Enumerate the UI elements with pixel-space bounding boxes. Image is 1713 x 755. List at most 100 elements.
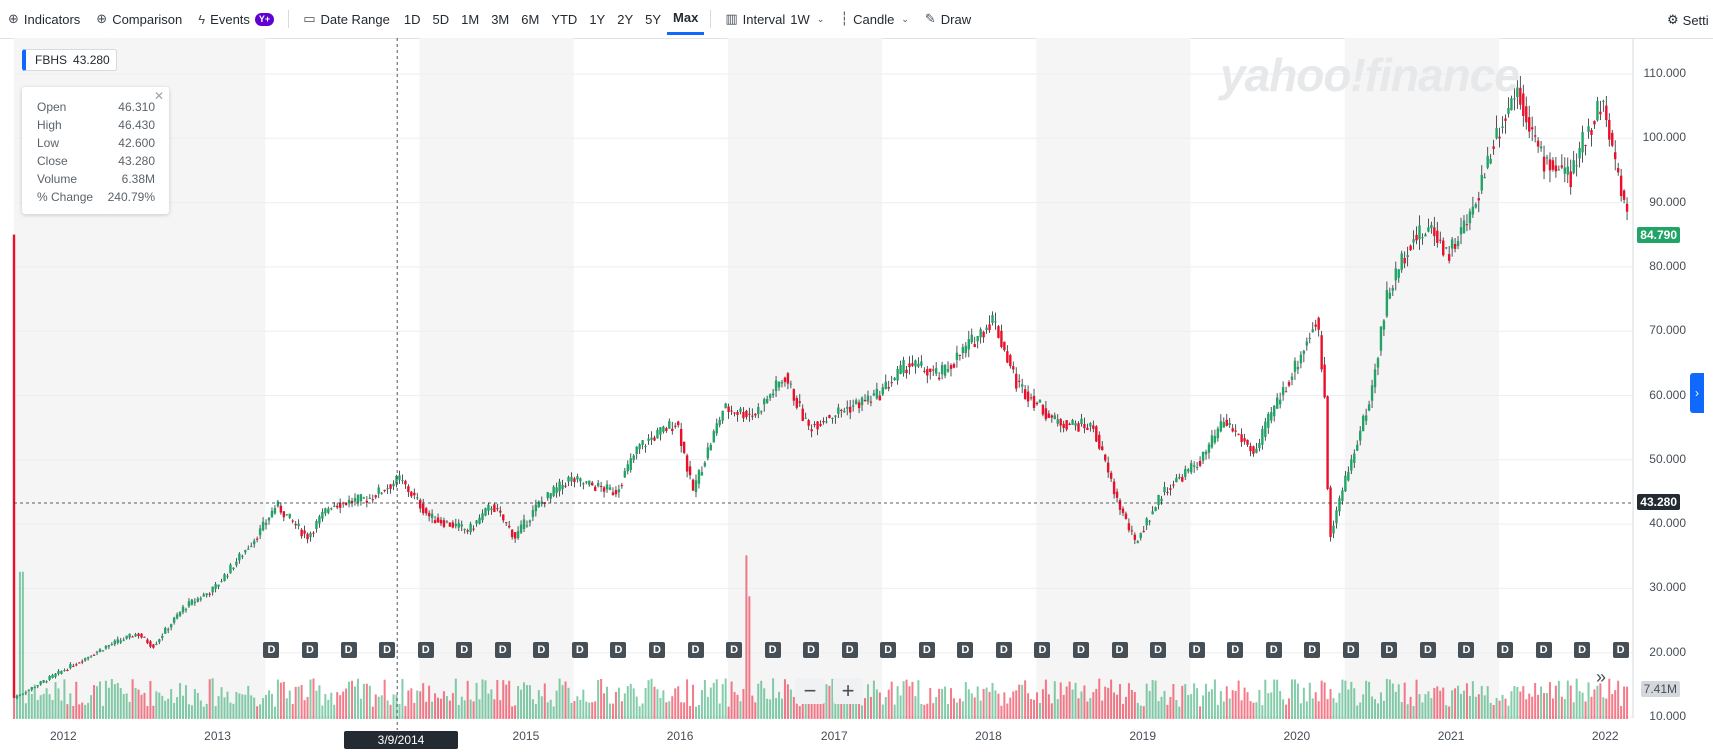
range-button-ytd[interactable]: YTD (551, 11, 578, 27)
volume-bar (1148, 690, 1151, 719)
dividend-marker[interactable]: D (880, 642, 897, 658)
dividend-marker[interactable]: D (533, 642, 550, 658)
volume-bar (270, 693, 273, 719)
volume-bar (265, 694, 268, 719)
crosshair-price-flag: 43.280 (1637, 494, 1680, 510)
dividend-marker[interactable]: D (764, 642, 781, 658)
dividend-marker[interactable]: D (1535, 642, 1552, 658)
volume-bar (1222, 701, 1225, 719)
dividend-marker[interactable]: D (1072, 642, 1089, 658)
dividend-marker[interactable]: D (803, 642, 820, 658)
dividend-marker[interactable]: D (648, 642, 665, 658)
range-button-6m[interactable]: 6M (521, 11, 540, 27)
dividend-marker[interactable]: D (1111, 642, 1128, 658)
settings-button[interactable]: ⚙ Setti (1667, 12, 1709, 28)
dividend-marker[interactable]: D (841, 642, 858, 658)
dividend-marker[interactable]: D (1034, 642, 1051, 658)
date-range-button[interactable]: ▭ Date Range (295, 0, 398, 38)
indicators-button[interactable]: ⊕ Indicators (0, 0, 88, 38)
volume-bar (1119, 684, 1122, 719)
candle-body (991, 314, 994, 323)
events-button[interactable]: ϟ Events Y+ (190, 0, 282, 38)
candle-body (1296, 366, 1300, 370)
candle-body (217, 584, 220, 587)
price-chart[interactable] (0, 38, 1713, 755)
volume-bar (1320, 680, 1323, 719)
dividend-marker[interactable]: D (687, 642, 704, 658)
close-icon[interactable]: ✕ (153, 89, 164, 103)
chart-type-button[interactable]: ┆ Candle ⌄ (832, 0, 917, 38)
volume-bar (1095, 688, 1098, 719)
dividend-marker[interactable]: D (726, 642, 743, 658)
comparison-button[interactable]: ⊕ Comparison (88, 0, 190, 38)
candle-body (540, 501, 544, 505)
dividend-marker[interactable]: D (1304, 642, 1321, 658)
candle-body (522, 519, 526, 529)
dividend-marker[interactable]: D (1497, 642, 1514, 658)
candle-body (1278, 399, 1282, 405)
dividend-marker[interactable]: D (494, 642, 511, 658)
dividend-marker[interactable]: D (1188, 642, 1205, 658)
range-button-max[interactable]: Max (667, 0, 705, 35)
dividend-marker[interactable]: D (918, 642, 935, 658)
candle-body (813, 424, 816, 426)
dividend-marker[interactable]: D (1150, 642, 1167, 658)
volume-bar (428, 685, 431, 719)
zoom-in-button[interactable]: + (833, 678, 863, 704)
expand-panel-tab[interactable]: › (1690, 373, 1704, 413)
range-button-1d[interactable]: 1D (403, 11, 421, 27)
y-tick-label: 90.000 (1649, 194, 1686, 209)
volume-bar (795, 703, 798, 719)
dividend-marker[interactable]: D (1419, 642, 1436, 658)
range-button-5y[interactable]: 5Y (645, 11, 662, 27)
dividend-marker[interactable]: D (1342, 642, 1359, 658)
volume-bar (69, 693, 72, 719)
volume-bar (1024, 680, 1027, 719)
range-button-3m[interactable]: 3M (491, 11, 510, 27)
candle-body (570, 476, 573, 482)
candle-body (596, 482, 600, 487)
dividend-marker[interactable]: D (1612, 642, 1629, 658)
candle-body (202, 594, 205, 597)
range-button-2y[interactable]: 2Y (617, 11, 634, 27)
dividend-marker[interactable]: D (1574, 642, 1591, 658)
dividend-marker[interactable]: D (263, 642, 280, 658)
dividend-marker[interactable]: D (957, 642, 974, 658)
dividend-marker[interactable]: D (1458, 642, 1475, 658)
dividend-marker[interactable]: D (610, 642, 627, 658)
dividend-marker[interactable]: D (456, 642, 473, 658)
dividend-marker[interactable]: D (571, 642, 588, 658)
volume-bar (1584, 701, 1587, 719)
zoom-out-button[interactable]: − (795, 678, 825, 704)
range-button-1m[interactable]: 1M (461, 11, 480, 27)
volume-bar (199, 700, 202, 719)
dividend-marker[interactable]: D (995, 642, 1012, 658)
ohlc-label: Close (37, 154, 68, 168)
dividend-marker[interactable]: D (1265, 642, 1282, 658)
volume-bar (609, 703, 612, 719)
dividend-marker[interactable]: D (1381, 642, 1398, 658)
candle-body (552, 486, 555, 496)
volume-bar (1525, 699, 1528, 719)
volume-bar (582, 689, 585, 719)
candle-body (353, 498, 357, 502)
dividend-marker[interactable]: D (1227, 642, 1244, 658)
interval-button[interactable]: ▥ Interval 1W ⌄ (717, 0, 832, 38)
draw-button[interactable]: ✎ Draw (917, 0, 979, 38)
candle-body (588, 480, 591, 485)
candle-body (1044, 408, 1048, 420)
dividend-marker[interactable]: D (302, 642, 319, 658)
candle-body (1367, 404, 1371, 411)
dividend-marker[interactable]: D (417, 642, 434, 658)
range-button-5d[interactable]: 5D (432, 11, 450, 27)
volume-bar (348, 681, 351, 719)
candle-body (1023, 389, 1027, 399)
dividend-marker[interactable]: D (340, 642, 357, 658)
volume-bar (247, 685, 250, 719)
volume-bar (182, 695, 185, 719)
candle-body (48, 676, 51, 680)
range-button-1y[interactable]: 1Y (589, 11, 606, 27)
dividend-marker[interactable]: D (379, 642, 396, 658)
candle-body (1284, 391, 1288, 393)
double-chevron-right-icon[interactable]: » (1596, 667, 1607, 687)
